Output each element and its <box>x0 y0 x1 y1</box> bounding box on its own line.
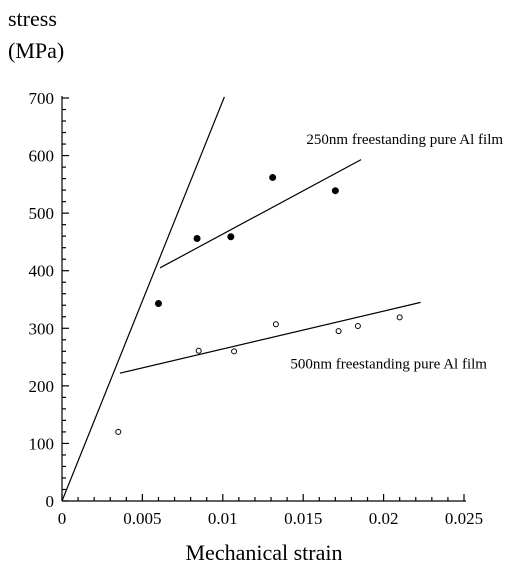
fit-line-series-1 <box>159 159 362 269</box>
ticks: 0 0.005 0.01 0.015 0.02 0.025 0 100 200 300 400 500… <box>29 89 484 528</box>
data-point-series-2 <box>335 328 342 335</box>
data-point-series-1 <box>227 233 235 241</box>
y-tick-label: 400 <box>29 262 55 281</box>
annotation-1: 250nm freestanding pure Al film <box>306 132 503 148</box>
elastic-line <box>61 96 225 502</box>
y-tick-label: 300 <box>29 319 55 338</box>
data-point-series-1 <box>331 187 339 195</box>
data-point-series-2 <box>115 428 122 435</box>
data-point-series-1 <box>193 234 201 242</box>
y-axis-label-line2: (MPa) <box>8 38 64 63</box>
annotations: 250nm freestanding pure Al film 500nm fre… <box>290 132 503 373</box>
x-tick-label: 0.015 <box>284 509 322 528</box>
y-tick-label: 700 <box>29 89 55 108</box>
y-tick-label: 200 <box>29 377 55 396</box>
data-points <box>115 173 403 435</box>
data-point-series-2 <box>396 314 403 321</box>
y-tick-label: 100 <box>29 434 55 453</box>
x-tick-label: 0.02 <box>369 509 399 528</box>
data-point-series-2 <box>354 322 361 329</box>
data-point-series-1 <box>269 173 277 181</box>
data-point-series-2 <box>272 321 279 328</box>
y-axis-label-line1: stress <box>8 6 57 31</box>
axes <box>61 96 466 502</box>
x-tick-label: 0.01 <box>208 509 238 528</box>
x-tick-label: 0.025 <box>445 509 483 528</box>
data-point-series-1 <box>154 300 162 308</box>
annotation-2: 500nm freestanding pure Al film <box>290 357 487 373</box>
y-tick-label: 600 <box>29 147 55 166</box>
data-point-series-2 <box>231 348 238 355</box>
x-tick-label: 0.005 <box>123 509 161 528</box>
data-point-series-2 <box>195 347 202 354</box>
fit-line-series-2 <box>119 301 421 374</box>
x-axis-label: Mechanical strain <box>186 540 343 565</box>
x-tick-label: 0 <box>58 509 67 528</box>
fit-lines <box>61 96 421 502</box>
y-tick-label: 500 <box>29 204 55 223</box>
y-tick-label: 0 <box>46 492 55 511</box>
